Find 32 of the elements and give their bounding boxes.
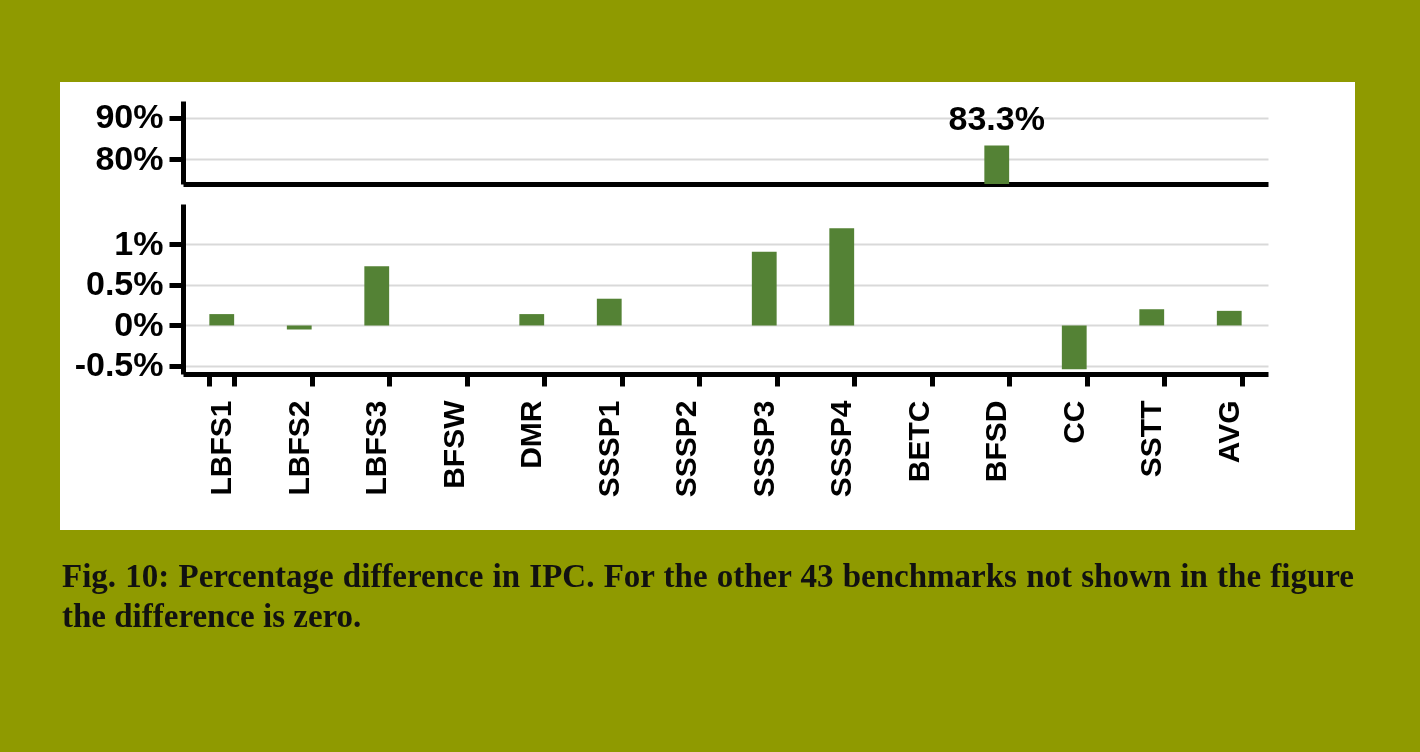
y-tick-label: 1% xyxy=(114,223,164,262)
bar xyxy=(829,228,855,326)
x-tick-label: SSSP3 xyxy=(746,400,780,498)
x-tick-label: BETC xyxy=(901,400,935,483)
bar xyxy=(1216,310,1242,326)
x-tick-label: SSSP1 xyxy=(591,400,625,498)
y-tick-label: 90% xyxy=(95,97,164,136)
bar xyxy=(209,314,235,326)
x-tick-label: SSSP2 xyxy=(669,400,703,498)
bar xyxy=(519,314,545,326)
bar xyxy=(751,251,777,326)
bar xyxy=(1139,309,1165,326)
y-tick-label: -0.5% xyxy=(74,345,164,384)
data-label: 83.3% xyxy=(948,99,1045,138)
x-tick-label: BFSW xyxy=(436,399,470,489)
x-tick-label: AVG xyxy=(1211,400,1245,464)
x-tick-label: BFSD xyxy=(979,400,1013,483)
caption: Fig. 10: Percentage difference in IPC. For the other 43 benchmarks not shown in the figure the difference is zero. xyxy=(62,557,1354,636)
y-tick-label: 0% xyxy=(114,304,164,343)
x-tick-label: LBFS2 xyxy=(281,400,315,496)
bar xyxy=(1061,325,1087,370)
x-tick-label: LBFS1 xyxy=(204,400,238,496)
x-tick-label: DMR xyxy=(514,400,548,469)
x-tick-label: SSTT xyxy=(1134,400,1168,478)
bar xyxy=(286,325,312,330)
bar xyxy=(364,266,390,326)
x-tick-label: SSSP4 xyxy=(824,400,858,498)
y-tick-label: 0.5% xyxy=(86,264,164,303)
bar xyxy=(596,298,622,326)
y-tick-label: 80% xyxy=(95,138,164,177)
x-tick-label: LBFS3 xyxy=(359,400,393,496)
x-tick-label: CC xyxy=(1056,400,1090,444)
